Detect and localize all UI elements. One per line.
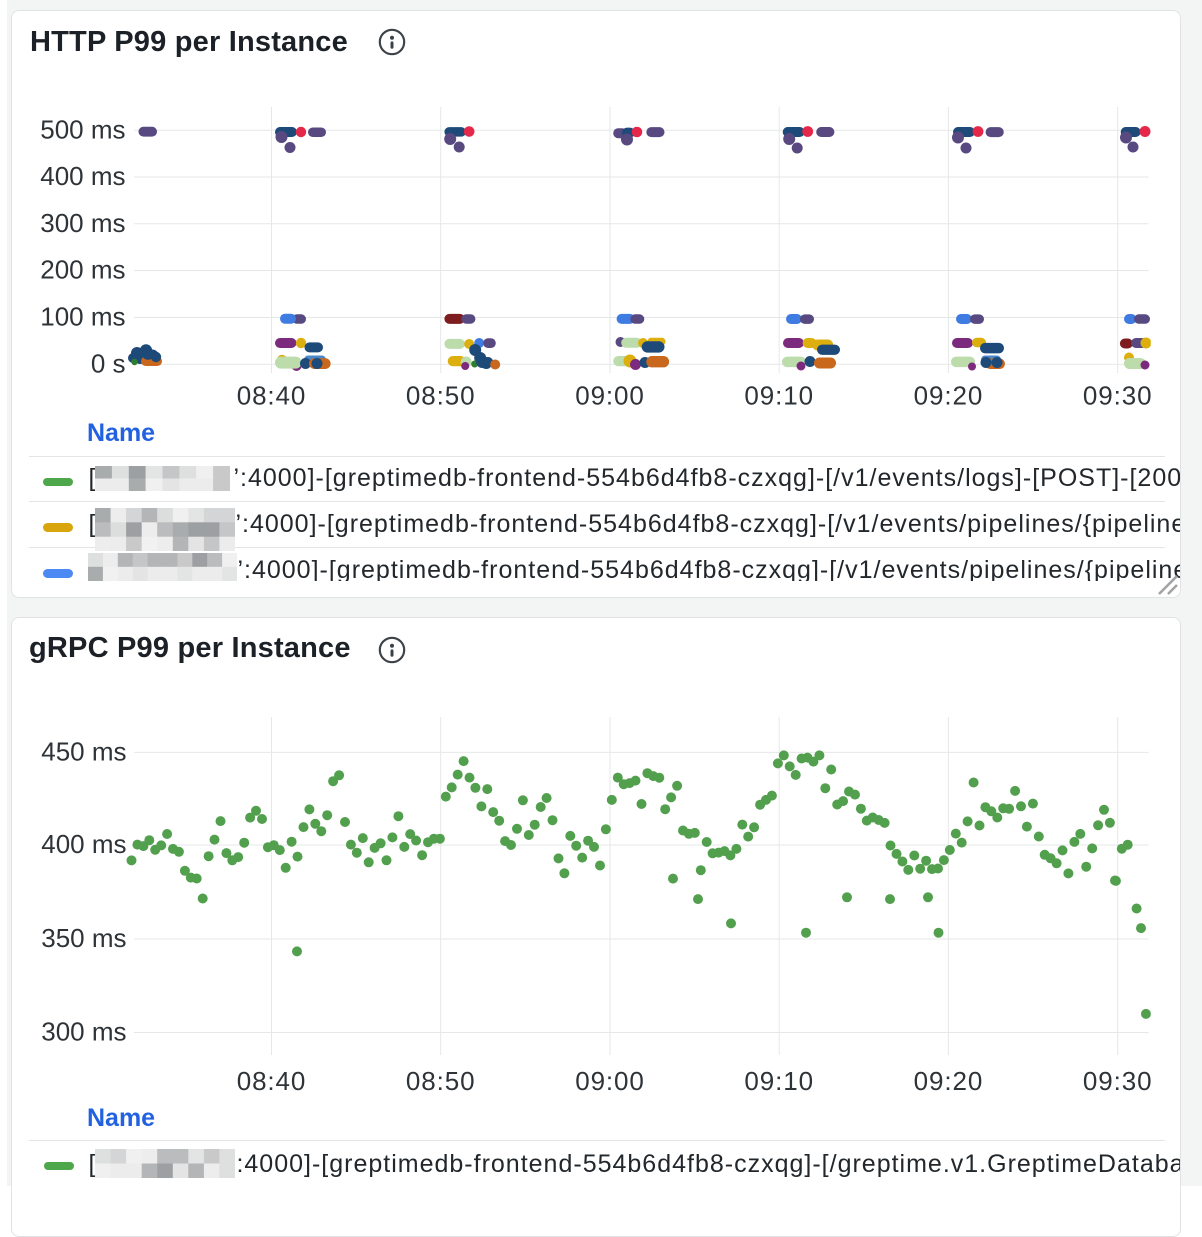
svg-text:300 ms: 300 ms [41, 1017, 126, 1047]
svg-text:450 ms: 450 ms [41, 736, 126, 766]
svg-text:200 ms: 200 ms [40, 255, 125, 285]
svg-text:09:20: 09:20 [914, 381, 984, 411]
svg-text:09:30: 09:30 [1083, 1066, 1153, 1096]
svg-text:08:40: 08:40 [237, 381, 307, 411]
svg-text:100 ms: 100 ms [40, 302, 125, 332]
svg-text:350 ms: 350 ms [41, 923, 126, 953]
svg-text:08:50: 08:50 [406, 1066, 476, 1096]
svg-text:09:30: 09:30 [1083, 381, 1153, 411]
svg-text:500 ms: 500 ms [40, 114, 125, 144]
svg-text:400 ms: 400 ms [40, 161, 125, 191]
svg-text:09:10: 09:10 [744, 381, 814, 411]
svg-text:09:10: 09:10 [744, 1066, 814, 1096]
svg-text:08:40: 08:40 [237, 1066, 307, 1096]
svg-text:08:50: 08:50 [406, 381, 476, 411]
svg-text:09:20: 09:20 [914, 1066, 984, 1096]
svg-text:0 s: 0 s [91, 348, 126, 378]
svg-text:09:00: 09:00 [575, 381, 645, 411]
svg-text:300 ms: 300 ms [40, 208, 125, 238]
svg-text:09:00: 09:00 [575, 1066, 645, 1096]
svg-text:400 ms: 400 ms [41, 829, 126, 859]
